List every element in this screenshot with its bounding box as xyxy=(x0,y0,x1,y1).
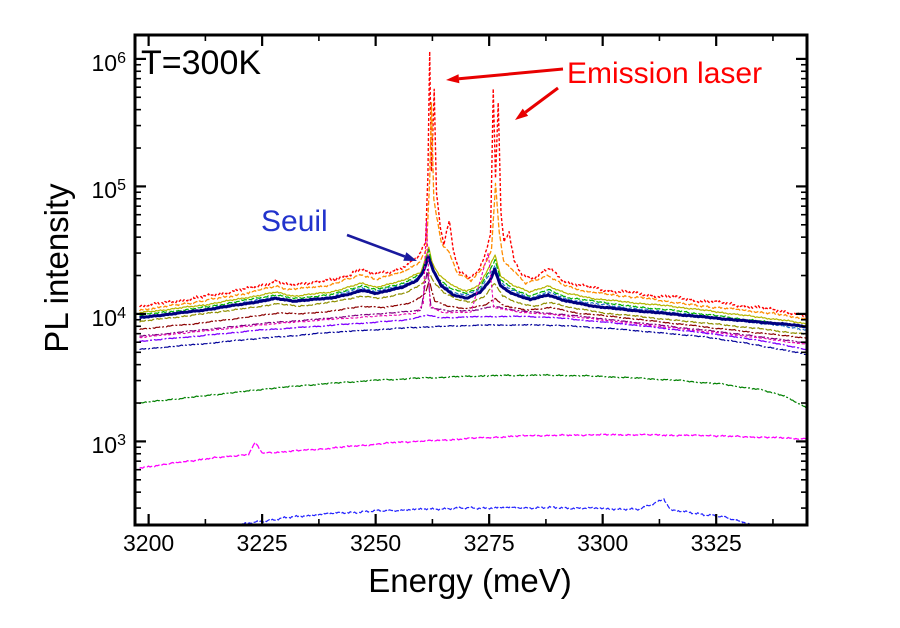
x-tick-label: 3250 xyxy=(350,530,402,556)
x-tick-label: 3200 xyxy=(123,530,175,556)
series-p14-orange xyxy=(139,102,807,321)
annotation-arrow xyxy=(458,67,564,81)
series-p11-royal xyxy=(139,255,807,331)
y-tick-label: 106 xyxy=(91,49,127,76)
series-p4-navy xyxy=(139,323,807,356)
x-tick-label: 3300 xyxy=(577,530,629,556)
annotation-seuil-label: Seuil xyxy=(261,205,328,238)
annotation-emission-label: Emission laser xyxy=(567,57,763,90)
annotation-arrowhead xyxy=(403,252,417,261)
axis-ticks xyxy=(135,35,807,525)
series-p7-purple xyxy=(139,268,807,344)
chart-title: T=300K xyxy=(141,44,262,82)
series-p3-green xyxy=(139,373,807,410)
x-tick-label: 3325 xyxy=(690,530,742,556)
spectra-curves xyxy=(139,50,807,525)
annotation-arrow xyxy=(524,86,559,114)
y-tick-label: 105 xyxy=(91,177,127,204)
series-p13-olive xyxy=(139,246,807,326)
series-p6-pink xyxy=(139,220,807,345)
series-p2-magenta xyxy=(139,433,807,469)
series-p1-blue xyxy=(232,498,755,525)
annotation-arrowhead xyxy=(446,74,460,84)
x-tick-label: 3225 xyxy=(236,530,288,556)
x-tick-label: 3275 xyxy=(463,530,515,556)
series-p8-wine xyxy=(139,279,807,340)
annotation-arrowhead xyxy=(515,108,529,120)
y-tick-label: 104 xyxy=(91,304,127,331)
series-p10-seuil-navy xyxy=(139,255,807,329)
series-p5-violet xyxy=(139,314,807,351)
y-axis-title: PL intensity xyxy=(38,183,75,353)
annotation-arrow xyxy=(346,233,406,258)
x-axis-title: Energy (meV) xyxy=(368,562,572,599)
series-p12-green xyxy=(139,249,807,329)
plot-frame xyxy=(133,33,809,527)
y-tick-label: 103 xyxy=(91,432,127,459)
series-p9-darkyellow xyxy=(139,271,807,336)
series-p15-red xyxy=(139,50,807,319)
